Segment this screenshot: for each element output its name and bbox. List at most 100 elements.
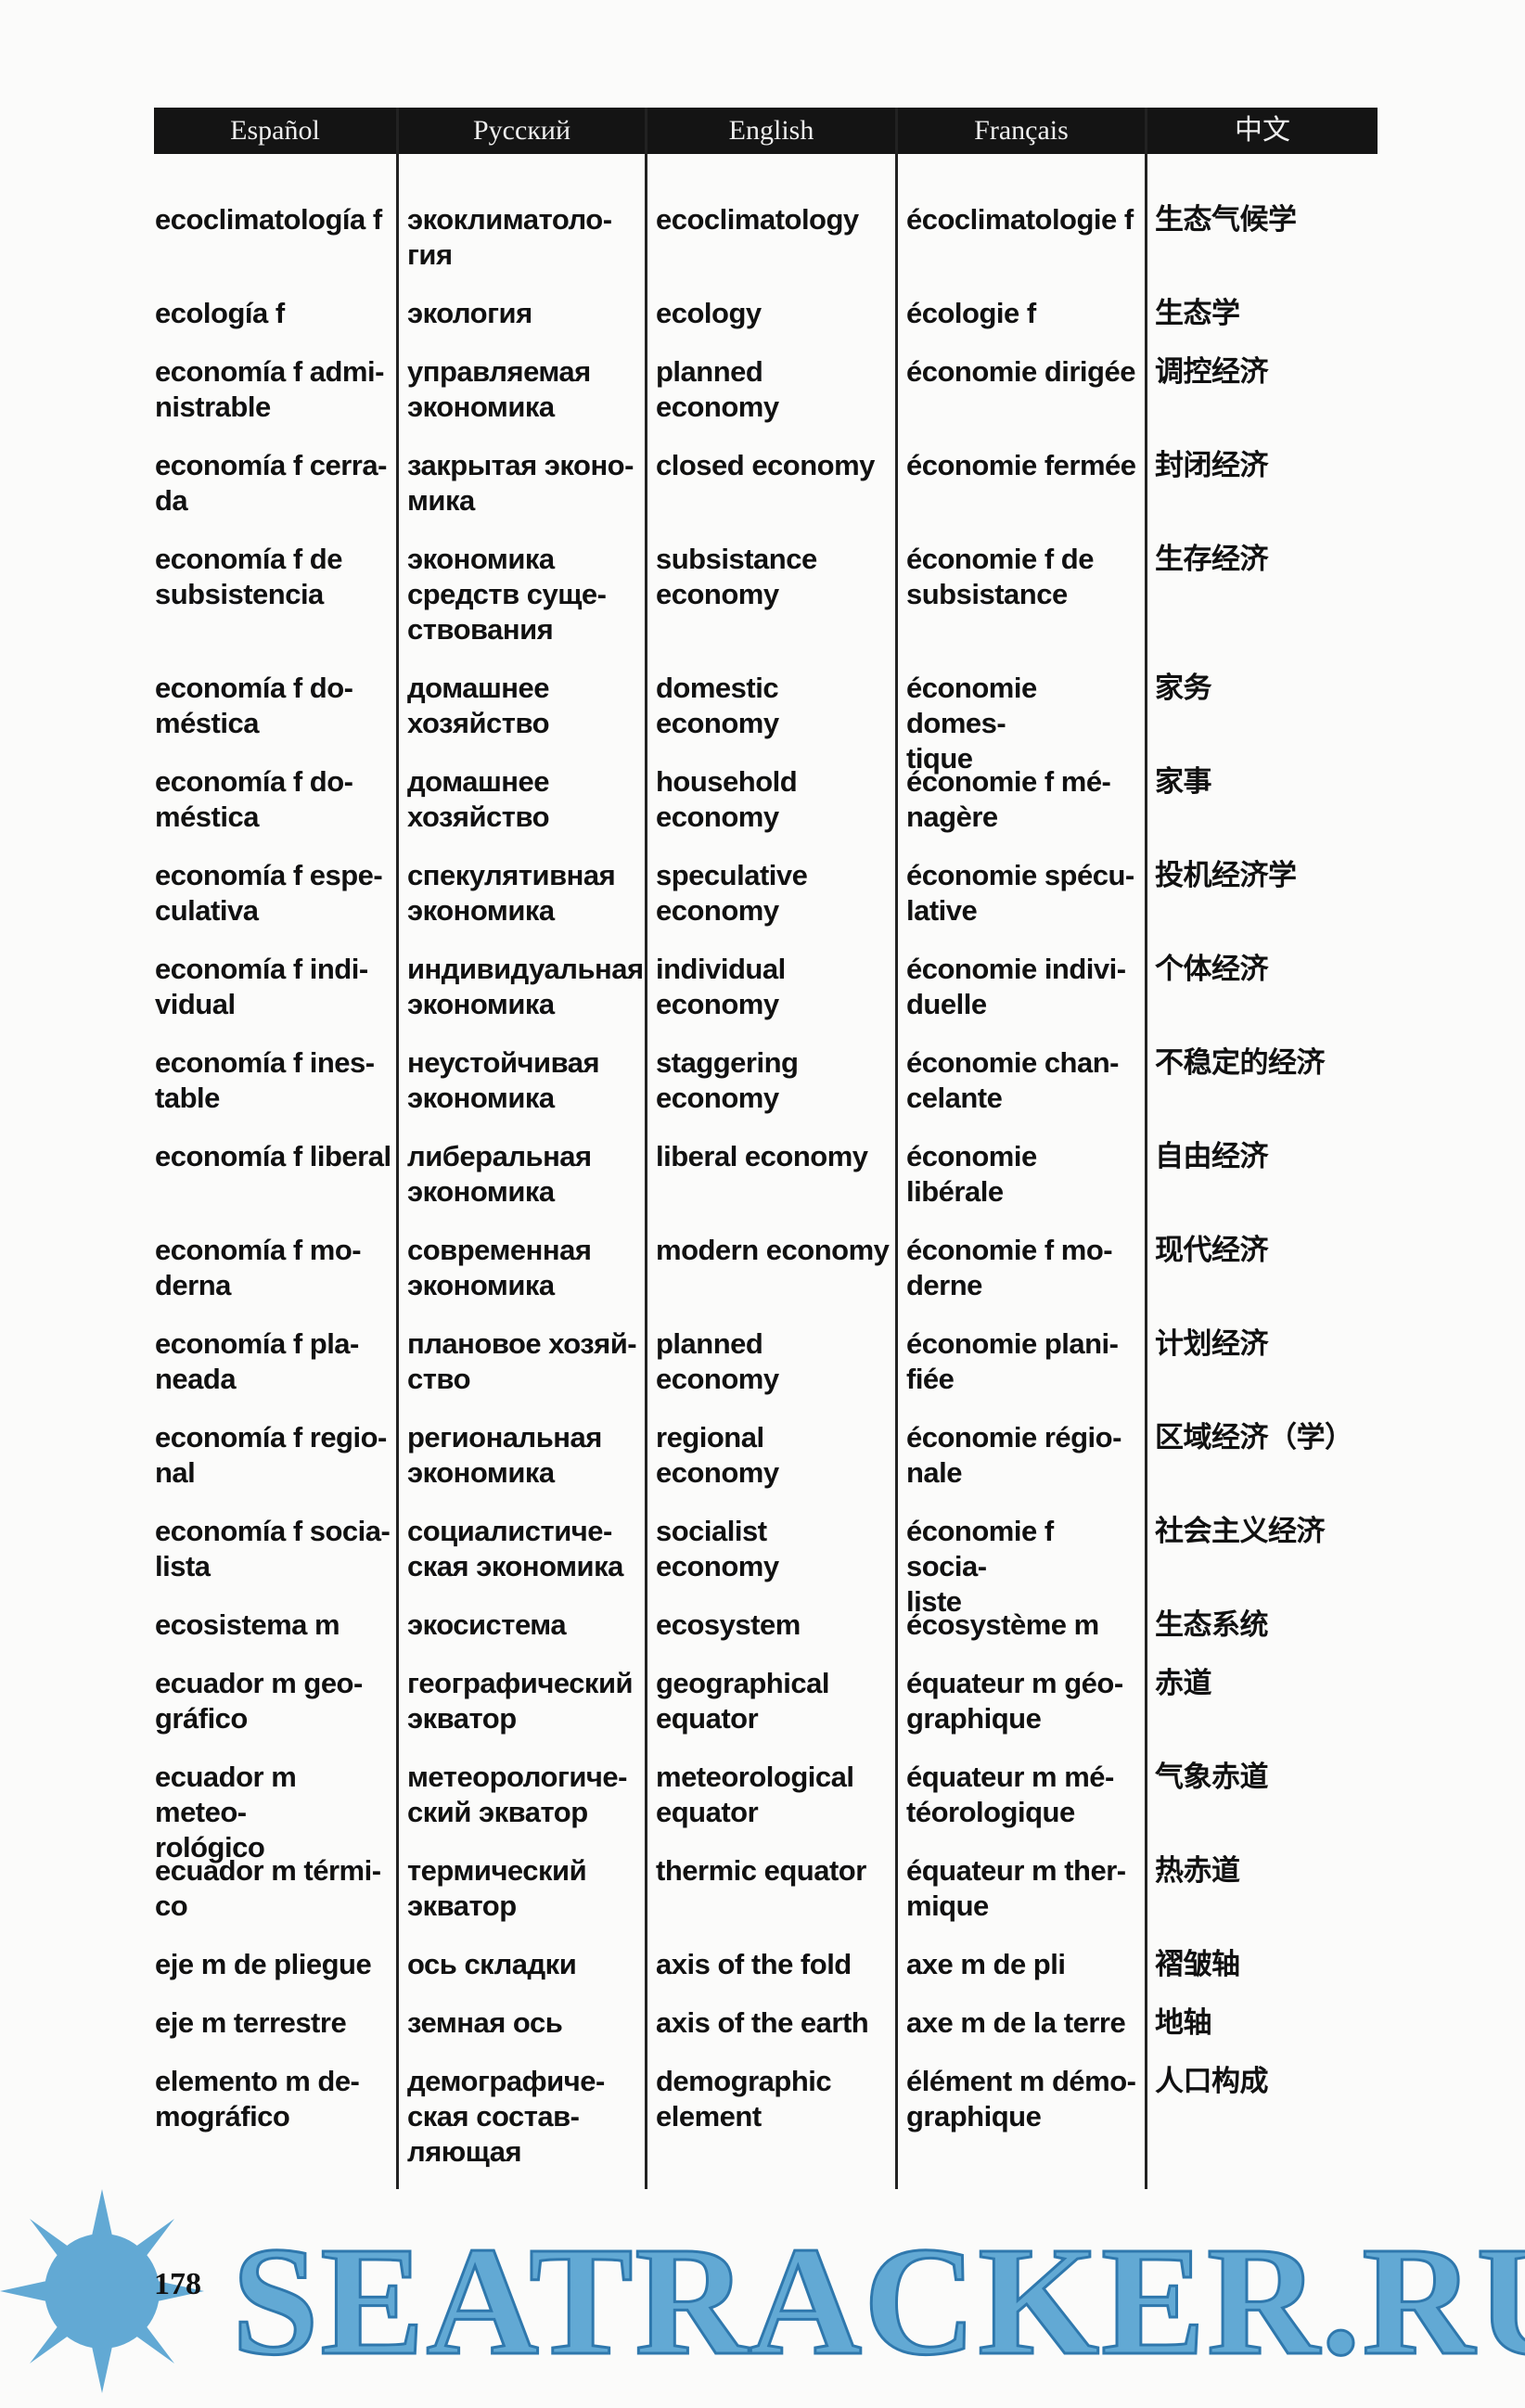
table-cell: économie plani- fiée: [906, 1327, 1119, 1395]
table-cell: 家事: [1155, 765, 1212, 798]
table-cell: экоклиматоло- гия: [407, 203, 612, 271]
table-cell: planned economy: [656, 1327, 779, 1395]
table-cell: 赤道: [1155, 1667, 1212, 1699]
table-cell: неустойчивая экономика: [407, 1046, 600, 1114]
table-cell: meteorological equator: [656, 1761, 854, 1828]
table-cell: économie chan- celante: [906, 1046, 1120, 1114]
table-cell: équateur m géo- graphique: [906, 1667, 1123, 1735]
column-divider: [1145, 108, 1147, 2189]
table-cell: economía f do- méstica: [155, 672, 353, 739]
table-cell: liberal economy: [656, 1140, 868, 1172]
table-cell: modern economy: [656, 1234, 890, 1266]
table-cell: économie f socia- liste: [906, 1515, 1054, 1618]
column-header: Русский: [399, 108, 645, 154]
table-cell: economía f pla- neada: [155, 1327, 359, 1395]
table-cell: 生态学: [1155, 297, 1240, 329]
table-cell: economía f admi- nistrable: [155, 355, 384, 423]
table-cell: équateur m ther- mique: [906, 1854, 1126, 1922]
table-cell: домашнее хозяйство: [407, 672, 550, 739]
table-cell: individual economy: [656, 953, 786, 1020]
table-cell: ecuador m meteo- rológico: [155, 1761, 297, 1864]
table-cell: земная ось: [407, 2006, 563, 2039]
table-cell: eje m de pliegue: [155, 1948, 372, 1980]
table-cell: домашнее хозяйство: [407, 765, 550, 833]
table-cell: 计划经济: [1155, 1327, 1269, 1360]
table-cell: ecuador m térmi- co: [155, 1854, 381, 1922]
table-cell: economía f cerra- da: [155, 449, 387, 517]
table-cell: socialist economy: [656, 1515, 779, 1582]
sun-icon: [0, 2189, 204, 2393]
table-cell: 生存经济: [1155, 543, 1269, 575]
table-cell: 个体经济: [1155, 953, 1269, 985]
table-cell: метеорологиче- ский экватор: [407, 1761, 627, 1828]
page-number: 178: [154, 2267, 201, 2301]
table-cell: axis of the earth: [656, 2006, 869, 2039]
table-cell: 现代经济: [1155, 1234, 1269, 1266]
table-cell: économie régio- nale: [906, 1421, 1121, 1489]
table-cell: ecosistema m: [155, 1608, 340, 1641]
column-header: English: [647, 108, 895, 154]
table-cell: экология: [407, 297, 532, 329]
table-cell: économie f mo- derne: [906, 1234, 1113, 1301]
table-cell: axe m de la terre: [906, 2006, 1126, 2039]
table-cell: economía f ines- table: [155, 1046, 375, 1114]
table-cell: geographical equator: [656, 1667, 829, 1735]
table-cell: 封闭经济: [1155, 449, 1269, 481]
column-divider: [645, 108, 647, 2189]
table-cell: closed economy: [656, 449, 875, 481]
table-cell: economía f socia- lista: [155, 1515, 391, 1582]
table-cell: 褶皱轴: [1155, 1948, 1240, 1980]
table-cell: économie indivi- duelle: [906, 953, 1126, 1020]
table-cell: économie dirigée: [906, 355, 1135, 388]
table-cell: управляемая экономика: [407, 355, 591, 423]
table-cell: демографиче- ская состав- ляющая: [407, 2065, 605, 2168]
table-cell: subsistance economy: [656, 543, 817, 610]
table-cell: économie fermée: [906, 449, 1136, 481]
table-cell: économie f de subsistance: [906, 543, 1094, 610]
table-cell: écoclimatologie f: [906, 203, 1134, 236]
table-cell: 生态系统: [1155, 1608, 1269, 1641]
table-cell: социалистиче- ская экономика: [407, 1515, 623, 1582]
table-cell: demographic element: [656, 2065, 832, 2133]
table-cell: household economy: [656, 765, 798, 833]
table-cell: современная экономика: [407, 1234, 592, 1301]
table-cell: плановое хозяй- ство: [407, 1327, 637, 1395]
table-cell: 地轴: [1155, 2006, 1212, 2039]
table-cell: 自由经济: [1155, 1140, 1269, 1172]
table-cell: термический экватор: [407, 1854, 587, 1922]
table-cell: regional economy: [656, 1421, 779, 1489]
table-cell: planned economy: [656, 355, 779, 423]
table-cell: economía f espe- culativa: [155, 859, 383, 927]
column-divider: [396, 108, 399, 2189]
table-cell: 热赤道: [1155, 1854, 1240, 1887]
table-cell: индивидуальная экономика: [407, 953, 644, 1020]
table-cell: economía f do- méstica: [155, 765, 353, 833]
table-cell: staggering economy: [656, 1046, 799, 1114]
table-cell: speculative economy: [656, 859, 808, 927]
table-cell: либеральная экономика: [407, 1140, 592, 1208]
table-cell: economía f regio- nal: [155, 1421, 387, 1489]
table-cell: ecología f: [155, 297, 285, 329]
column-header: 中文: [1147, 108, 1378, 154]
table-cell: élément m démo- graphique: [906, 2065, 1136, 2133]
table-cell: economía f indi- vidual: [155, 953, 368, 1020]
table-cell: équateur m mé- téorologique: [906, 1761, 1114, 1828]
table-cell: eje m terrestre: [155, 2006, 347, 2039]
table-cell: economía f de subsistencia: [155, 543, 342, 610]
table-cell: 调控经济: [1155, 355, 1269, 388]
table-cell: 区域经济（学）: [1155, 1421, 1353, 1454]
table-cell: thermic equator: [656, 1854, 866, 1887]
table-cell: ecology: [656, 297, 762, 329]
table-cell: ecuador m geo- gráfico: [155, 1667, 363, 1735]
column-divider: [895, 108, 898, 2189]
table-cell: ось складки: [407, 1948, 577, 1980]
column-header: Español: [154, 108, 396, 154]
table-cell: ecoclimatología f: [155, 203, 382, 236]
table-cell: elemento m de- mográfico: [155, 2065, 360, 2133]
table-cell: domestic economy: [656, 672, 779, 739]
table-cell: закрытая эконо- мика: [407, 449, 634, 517]
table-cell: axe m de pli: [906, 1948, 1066, 1980]
table-cell: спекулятивная экономика: [407, 859, 616, 927]
table-cell: écosystème m: [906, 1608, 1099, 1641]
